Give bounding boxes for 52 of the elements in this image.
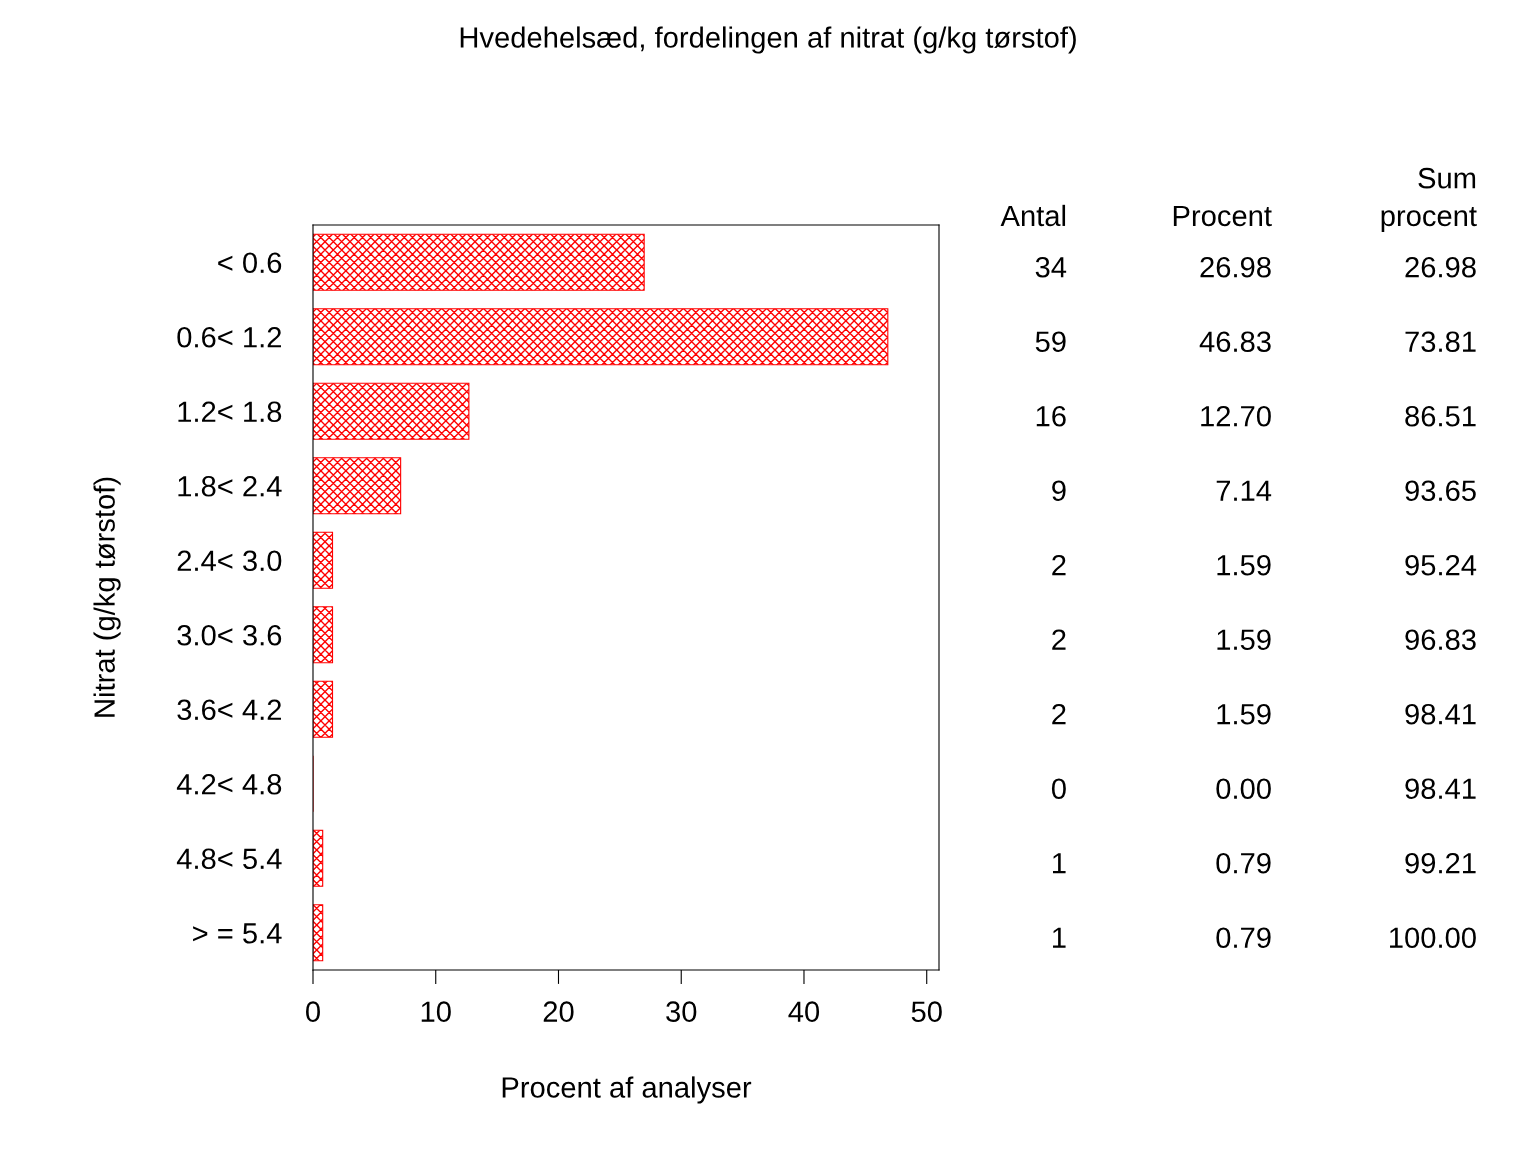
y-tick-label: > = 5.4 [193, 923, 282, 944]
text: Sum procent [1381, 167, 1477, 232]
data-label: 0.79 [1216, 927, 1271, 949]
y-tick-label: 4.8< 5.4 [176, 848, 282, 870]
y-tick-label: 4.2< 4.8 [176, 773, 282, 795]
y-tick-label: 3.0< 3.6 [177, 624, 282, 646]
x-tick-label: 20 [543, 1001, 574, 1022]
x-tick-label: 10 [421, 1001, 451, 1022]
text: 100.00 [1390, 927, 1476, 949]
x-tick-label: 30 [666, 1001, 697, 1022]
text: 34 [1035, 256, 1067, 278]
text: 9 [1052, 480, 1066, 502]
text: 1 [1053, 853, 1066, 874]
data-label: 1.59 [1217, 703, 1271, 725]
y-tick-label: 1.2< 1.8 [178, 401, 282, 423]
text: 86.51 [1405, 405, 1476, 427]
text: 2 [1052, 554, 1066, 576]
text: Antal [1000, 204, 1066, 227]
x-tick-label: 0 [306, 1001, 320, 1022]
text: 99.21 [1405, 852, 1476, 874]
data-label: 1.59 [1217, 554, 1271, 576]
y-tick-label: 1.8< 2.4 [178, 475, 282, 497]
text: Procent [1173, 205, 1272, 227]
y-tick-label: 3.6< 4.2 [177, 699, 281, 721]
x-tick-label: 40 [788, 1001, 820, 1022]
x-axis-title: Procent af analyser [502, 1076, 752, 1104]
y-tick-label: 2.4< 3.0 [177, 550, 282, 572]
y-axis-title: Nitrat (g/kg tørstof) [93, 477, 121, 717]
data-label: 1.59 [1217, 629, 1271, 651]
text: 98.41 [1405, 703, 1476, 725]
data-label: 0.00 [1216, 778, 1271, 800]
text: 98.41 [1405, 778, 1476, 800]
text: 26.98 [1405, 256, 1476, 278]
data-label: 0.79 [1216, 852, 1271, 874]
data-label: 26.98 [1200, 256, 1271, 278]
text: 16 [1036, 405, 1066, 427]
data-label: 12.70 [1201, 405, 1271, 427]
text: 73.81 [1405, 331, 1476, 353]
text: 95.24 [1405, 554, 1477, 576]
text: 96.83 [1405, 629, 1476, 651]
data-label: 46.83 [1199, 331, 1271, 353]
data-label: 7.14 [1216, 480, 1272, 501]
text: 1 [1053, 927, 1066, 948]
x-tick-label: 50 [911, 1001, 942, 1022]
text: 59 [1035, 331, 1066, 353]
text: 0 [1051, 778, 1066, 800]
text: 2 [1052, 629, 1066, 650]
text: 93.65 [1405, 480, 1476, 502]
y-tick-label: 0.6< 1.2 [177, 326, 281, 348]
text: 2 [1052, 703, 1066, 725]
y-tick-label: < 0.6 [218, 252, 282, 274]
chart-title: Hvedehelsæd, fordelingen af nitrat (g/kg tørstof) [460, 26, 1076, 54]
